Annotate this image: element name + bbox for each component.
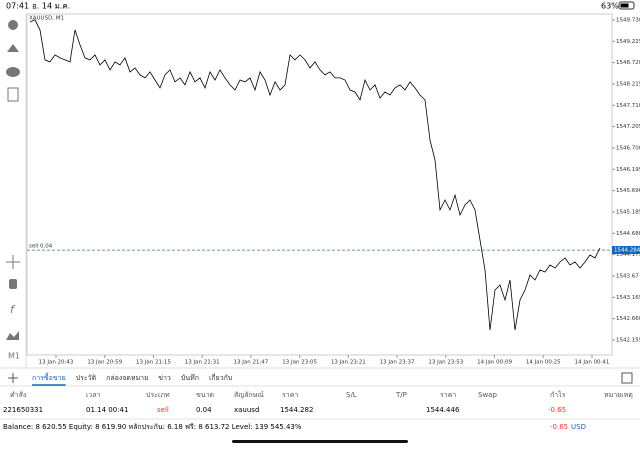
- y-tick-label: 1547.710: [616, 103, 640, 109]
- header-cell: Swap: [478, 391, 497, 399]
- header-cell: T/P: [395, 391, 407, 399]
- header-cell: หมายเหตุ: [604, 391, 633, 399]
- tab[interactable]: บันทึก: [181, 373, 199, 382]
- x-tick-label: 13 Jan 20:59: [87, 360, 122, 366]
- battery-icon: [618, 1, 635, 10]
- order-volume: 0.04: [196, 406, 212, 414]
- y-tick-label: 1548.215: [616, 81, 640, 87]
- battery-level: [620, 3, 629, 8]
- tab[interactable]: ประวัติ: [76, 374, 97, 382]
- y-tick-label: 1542.155: [616, 337, 640, 343]
- header-cell: ประเภท: [146, 391, 170, 399]
- x-tick-label: 14 Jan 00:25: [526, 360, 561, 366]
- y-tick-label: 1545.185: [616, 209, 640, 215]
- header-cell: กำไร: [550, 390, 566, 399]
- order-symbol: xauusd: [234, 406, 259, 414]
- x-tick-label: 13 Jan 21:47: [233, 360, 268, 366]
- battery-text: 63%: [601, 2, 619, 11]
- header-cell: ราคา: [440, 391, 456, 399]
- x-tick-label: 14 Jan 00:09: [477, 360, 512, 366]
- open-price: 1544.282: [280, 406, 313, 414]
- y-tick-label: 1545.690: [616, 188, 640, 194]
- y-tick-label: 1544.680: [616, 231, 640, 237]
- y-tick-label: 1546.195: [616, 167, 640, 173]
- account-icon[interactable]: [8, 20, 18, 30]
- x-tick-label: 13 Jan 23:05: [282, 360, 317, 366]
- account-summary: Balance: 8 620.55 Equity: 8 619.90 หลักป…: [3, 423, 302, 431]
- x-tick-label: 13 Jan 20:43: [39, 360, 74, 366]
- y-tick-label: 1543.67: [616, 273, 639, 279]
- y-tick-label: 1547.205: [616, 124, 640, 130]
- chat-icon[interactable]: [6, 67, 20, 77]
- crosshair-icon[interactable]: [6, 255, 20, 269]
- order-type: sell: [157, 406, 169, 414]
- bid-label: 1544.284: [614, 248, 640, 254]
- function-icon[interactable]: f: [10, 303, 16, 316]
- y-tick-label: 1544.175: [616, 252, 640, 258]
- plot-frame: [26, 13, 613, 356]
- header-cell: ขนาด: [196, 391, 214, 399]
- current-price: 1544.446: [426, 406, 460, 414]
- y-tick-label: 1549.225: [616, 39, 640, 45]
- x-tick-label: 13 Jan 23:21: [331, 360, 366, 366]
- order-profit: -0.65: [548, 406, 566, 414]
- y-tick-label: 1543.165: [616, 295, 640, 301]
- y-tick-label: 1549.730: [616, 17, 640, 23]
- clock: 07:41: [6, 2, 29, 11]
- objects-icon[interactable]: [6, 331, 19, 340]
- x-tick-label: 13 Jan 21:31: [185, 360, 220, 366]
- add-button[interactable]: [8, 373, 18, 383]
- trade-icon[interactable]: [7, 44, 19, 52]
- chart-title: XAUUSD, M1: [29, 16, 64, 22]
- header-cell: สัญลักษณ์: [234, 391, 264, 399]
- price-line: [29, 19, 601, 331]
- tab[interactable]: เกี่ยวกับ: [209, 373, 232, 382]
- bid-box: [612, 246, 640, 255]
- indicator-icon[interactable]: [9, 279, 17, 289]
- tab[interactable]: การซื้อขาย: [32, 371, 66, 382]
- y-tick-label: 1542.660: [616, 316, 640, 322]
- header-cell: S/L: [346, 391, 357, 399]
- y-tick-label: 1548.720: [616, 60, 640, 66]
- timeframe[interactable]: M1: [8, 352, 20, 361]
- new-order-icon[interactable]: [7, 87, 19, 102]
- toolbar: f: [6, 20, 20, 340]
- total-profit: -0.65: [550, 423, 568, 431]
- home-indicator: [232, 440, 408, 443]
- order-time: 01.14 00:41: [86, 406, 128, 414]
- expand-button[interactable]: [621, 372, 633, 384]
- x-tick-label: 13 Jan 21:15: [136, 360, 171, 366]
- tab[interactable]: ข่าว: [158, 374, 171, 382]
- header-cell: เวลา: [86, 391, 101, 399]
- header-cell: ราคา: [282, 391, 298, 399]
- x-tick-label: 13 Jan 23:53: [428, 360, 463, 366]
- date: อ. 14 ม.ค.: [32, 2, 70, 11]
- currency: USD: [571, 423, 586, 431]
- x-tick-label: 13 Jan 23:37: [380, 360, 415, 366]
- header-cell: คำสั่ง: [10, 390, 26, 399]
- order-label: sell 0.04: [29, 244, 53, 250]
- x-tick-label: 14 Jan 00:41: [575, 360, 610, 366]
- tab[interactable]: กล่องจดหมาย: [106, 374, 148, 382]
- order-id: 221650331: [3, 406, 43, 414]
- y-tick-label: 1546.700: [616, 145, 640, 151]
